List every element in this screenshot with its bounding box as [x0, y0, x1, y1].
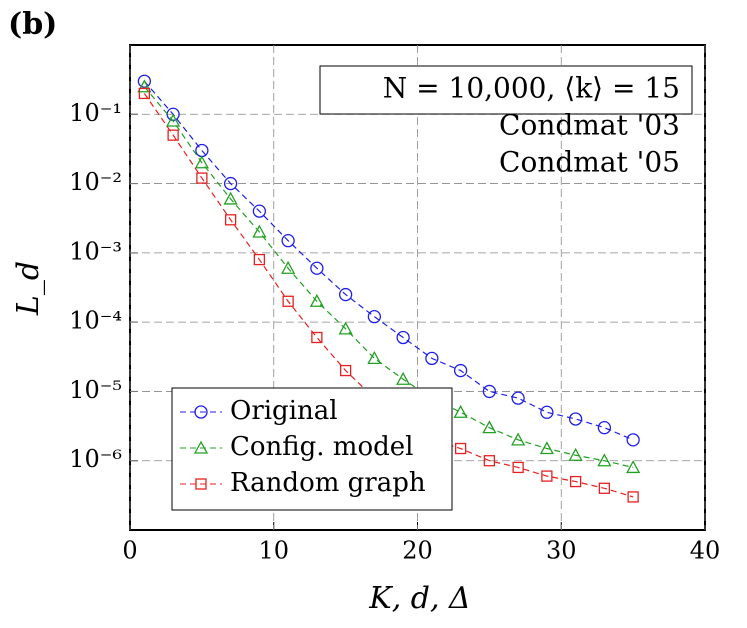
marker: [425, 351, 439, 366]
marker: [511, 432, 526, 446]
marker: [396, 371, 411, 385]
x-axis-label: K, d, Δ: [368, 581, 470, 616]
annotation: Condmat '03: [499, 109, 680, 142]
y-tick-label: 10⁻⁵: [69, 376, 122, 404]
marker: [339, 364, 352, 377]
legend-label: Original: [230, 396, 338, 426]
marker: [597, 421, 612, 435]
x-tick-label: 30: [546, 537, 577, 565]
legend-box: [171, 387, 453, 511]
marker: [568, 447, 583, 461]
marker: [597, 453, 612, 467]
panel-label: (b): [8, 7, 57, 42]
series-line: [143, 80, 634, 441]
y-tick-label: 10⁻³: [69, 237, 122, 265]
marker: [223, 191, 238, 205]
series-line: [143, 86, 634, 469]
marker: [224, 214, 237, 226]
marker: [568, 412, 583, 426]
marker: [309, 293, 324, 307]
y-tick-label: 10⁻¹: [69, 99, 122, 127]
legend-label: Config. model: [230, 432, 413, 462]
y-tick-label: 10⁻⁴: [69, 307, 122, 335]
y-tick-label: 10⁻⁶: [69, 445, 122, 473]
marker: [626, 433, 640, 447]
marker: [253, 253, 266, 266]
marker: [137, 79, 152, 93]
marker: [193, 440, 209, 454]
x-tick-label: 40: [690, 537, 721, 565]
marker: [252, 224, 267, 238]
marker: [138, 87, 151, 100]
marker: [569, 475, 582, 488]
marker: [453, 363, 468, 378]
marker: [338, 287, 353, 302]
marker: [454, 442, 467, 455]
marker: [512, 461, 524, 474]
x-tick-label: 10: [258, 537, 289, 565]
marker: [196, 172, 208, 184]
marker: [367, 310, 382, 324]
marker: [541, 470, 553, 482]
x-tick-label: 0: [122, 537, 137, 565]
y-axis-label: L_d: [11, 261, 46, 316]
marker: [539, 441, 554, 455]
marker: [194, 155, 209, 169]
marker: [367, 351, 382, 365]
marker: [252, 204, 267, 218]
marker: [281, 234, 295, 248]
marker: [482, 420, 497, 434]
annotation-box: [319, 65, 693, 115]
marker: [482, 384, 497, 399]
marker: [627, 491, 639, 503]
marker: [195, 478, 207, 490]
marker: [310, 261, 324, 275]
marker: [223, 176, 238, 191]
marker: [282, 295, 294, 307]
annotation: Condmat '05: [499, 146, 680, 179]
legend-label: Random graph: [230, 468, 426, 498]
marker: [338, 321, 353, 335]
y-tick-label: 10⁻²: [69, 168, 122, 196]
marker: [598, 482, 611, 494]
marker: [166, 113, 181, 127]
marker: [453, 404, 468, 418]
marker: [311, 331, 323, 344]
marker: [281, 260, 296, 274]
marker: [483, 455, 496, 467]
marker: [540, 405, 554, 419]
marker: [194, 405, 208, 419]
marker: [396, 330, 410, 345]
marker: [511, 391, 525, 405]
marker: [626, 460, 641, 474]
marker: [167, 129, 179, 141]
x-tick-label: 20: [402, 537, 433, 565]
annotation: N = 10,000, ⟨k⟩ = 15: [383, 72, 680, 105]
